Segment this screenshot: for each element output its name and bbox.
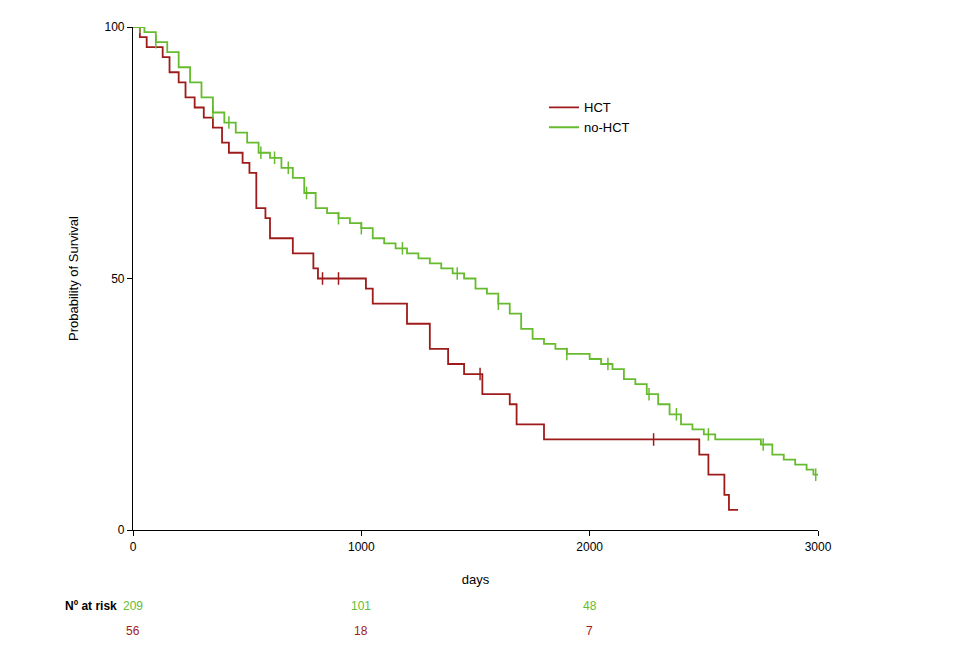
- svg-text:101: 101: [351, 599, 371, 613]
- svg-text:56: 56: [126, 624, 140, 638]
- svg-text:days: days: [462, 572, 490, 587]
- svg-text:50: 50: [111, 272, 125, 286]
- svg-text:100: 100: [104, 20, 124, 34]
- svg-text:7: 7: [586, 624, 593, 638]
- svg-text:no-HCT: no-HCT: [584, 120, 630, 135]
- svg-text:Probability of Survival: Probability of Survival: [66, 216, 81, 341]
- svg-text:18: 18: [354, 624, 368, 638]
- svg-text:Nº at risk: Nº at risk: [65, 599, 117, 613]
- svg-text:HCT: HCT: [584, 100, 611, 115]
- svg-text:0: 0: [118, 523, 125, 537]
- svg-text:2000: 2000: [576, 540, 603, 554]
- svg-text:3000: 3000: [805, 540, 832, 554]
- svg-text:0: 0: [130, 540, 137, 554]
- svg-text:48: 48: [583, 599, 597, 613]
- svg-text:1000: 1000: [348, 540, 375, 554]
- svg-text:209: 209: [123, 599, 143, 613]
